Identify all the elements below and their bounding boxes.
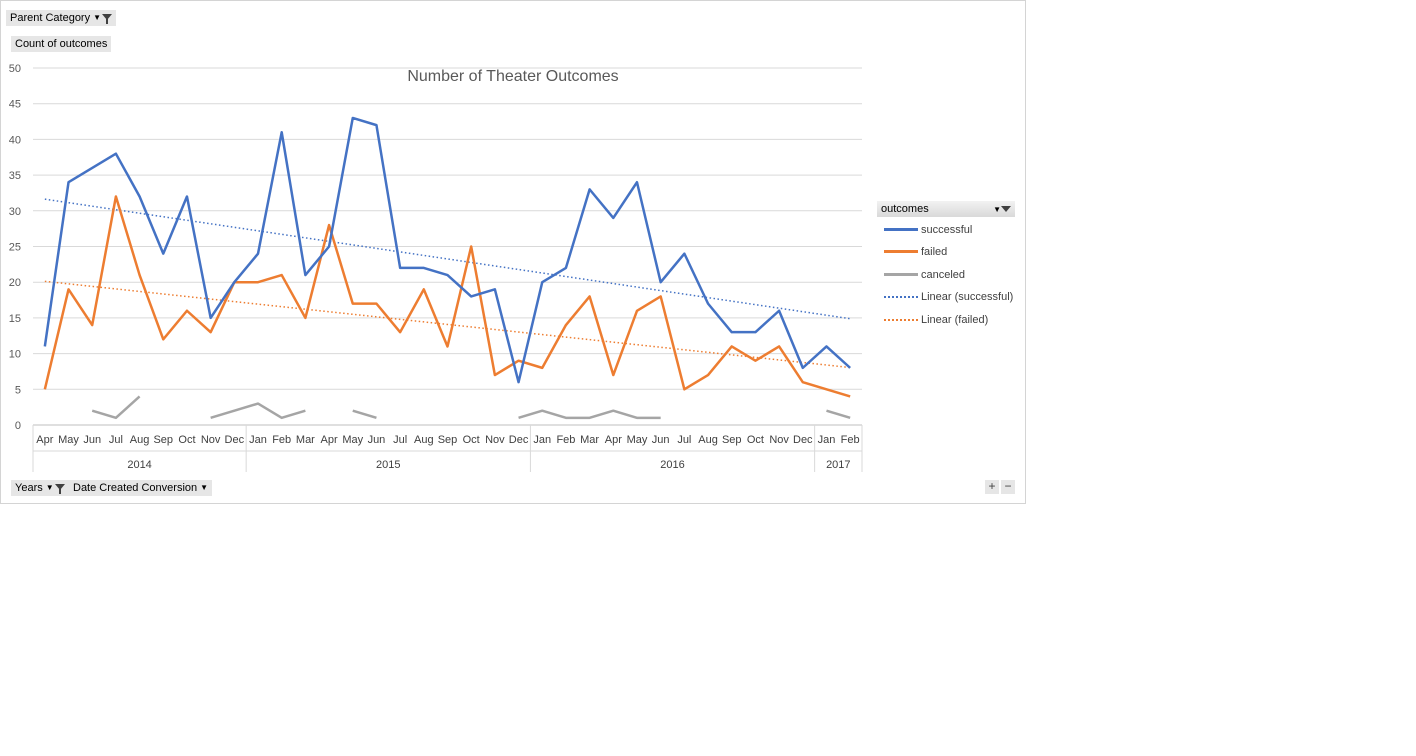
line-chart: Number of Theater Outcomes 0 5 10 15 20 25 30 3… [9, 63, 863, 472]
legend-swatch-linear-successful [884, 296, 918, 298]
x-tick-label: Feb [272, 434, 291, 446]
dropdown-arrow-icon: ▼ [93, 13, 102, 23]
year-group-label: 2016 [660, 459, 684, 471]
x-tick-label: Sep [438, 434, 458, 446]
y-tick-label: 45 [9, 99, 21, 111]
legend-swatch-successful [884, 228, 918, 231]
x-tick-label: Aug [414, 434, 434, 446]
filter-funnel-icon [54, 484, 65, 495]
plus-icon: + [988, 479, 996, 493]
x-tick-label: Feb [556, 434, 575, 446]
x-tick-label: Apr [605, 434, 622, 446]
y-tick-label: 15 [9, 313, 21, 325]
y-tick-label: 40 [9, 134, 21, 146]
x-tick-label: Jul [677, 434, 691, 446]
date-field-label: Date Created Conversion [73, 482, 198, 494]
x-tick-label: Jul [109, 434, 123, 446]
trendline-successful [44, 198, 851, 320]
x-tick-label: Mar [580, 434, 599, 446]
y-tick-label: 35 [9, 170, 21, 182]
x-tick-label: Sep [153, 434, 173, 446]
x-tick-label: Jan [818, 434, 836, 446]
x-tick-label: Mar [296, 434, 315, 446]
x-tick-label: Nov [769, 434, 789, 446]
collapse-field-button[interactable]: − [1001, 480, 1015, 494]
value-field-label: Count of outcomes [15, 38, 108, 50]
x-tick-label: Jun [368, 434, 386, 446]
x-tick-label: Aug [698, 434, 718, 446]
x-tick-label: Feb [841, 434, 860, 446]
parent-category-filter-button[interactable]: Parent Category ▼ [6, 10, 117, 26]
legend-label-canceled: canceled [921, 269, 966, 281]
series-line-failed [43, 195, 851, 398]
y-tick-label: 50 [9, 63, 21, 75]
series-line-canceled [210, 402, 306, 420]
x-tick-label: Oct [463, 434, 480, 446]
x-tick-label: Oct [178, 434, 195, 446]
x-tick-label: Apr [36, 434, 53, 446]
dropdown-arrow-icon: ▼ [200, 483, 209, 493]
chart-title: Number of Theater Outcomes [407, 68, 618, 85]
x-tick-label: Aug [130, 434, 150, 446]
year-group-label: 2017 [826, 459, 850, 471]
series-line-canceled [826, 409, 851, 420]
x-tick-label: Dec [509, 434, 529, 446]
pivot-chart-frame [0, 0, 1026, 504]
legend-swatch-canceled [884, 273, 918, 276]
dropdown-arrow-icon: ▼ [993, 205, 1001, 214]
legend-label-successful: successful [921, 224, 973, 236]
y-tick-label: 25 [9, 242, 21, 254]
x-tick-label: Jul [393, 434, 407, 446]
year-group-label: 2015 [376, 459, 400, 471]
legend-filter-icons: ▼ [993, 201, 1011, 218]
legend-label-linear-failed: Linear (failed) [921, 314, 989, 326]
legend-swatch-failed [884, 250, 918, 253]
x-tick-label: Jan [533, 434, 551, 446]
series-line-successful [43, 116, 851, 384]
x-tick-label: Jan [249, 434, 267, 446]
x-tick-label: May [58, 434, 79, 446]
x-tick-label: Sep [722, 434, 742, 446]
x-tick-label: Nov [201, 434, 221, 446]
expand-field-button[interactable]: + [985, 480, 999, 494]
series-line-canceled [352, 409, 377, 420]
series-line-canceled [91, 395, 141, 420]
x-tick-label: May [342, 434, 363, 446]
y-tick-label: 5 [15, 384, 21, 396]
legend-label-linear-successful: Linear (successful) [921, 291, 1014, 303]
x-tick-label: Oct [747, 434, 764, 446]
legend-label-failed: failed [921, 246, 948, 258]
filter-funnel-icon [102, 14, 113, 25]
outcomes-legend-filter-button[interactable]: outcomes ▼ [877, 201, 1015, 217]
x-tick-label: May [627, 434, 648, 446]
date-field-button[interactable]: Date Created Conversion ▼ [69, 480, 213, 496]
y-tick-label: 10 [9, 349, 21, 361]
x-tick-label: Dec [225, 434, 245, 446]
year-group-label: 2014 [127, 459, 151, 471]
legend-swatch-linear-failed [884, 319, 918, 321]
y-tick-label: 20 [9, 277, 21, 289]
x-tick-label: Apr [321, 434, 338, 446]
x-tick-label: Jun [83, 434, 101, 446]
years-filter-button[interactable]: Years ▼ [11, 480, 69, 496]
x-tick-label: Nov [485, 434, 505, 446]
series-line-canceled [518, 409, 661, 420]
legend-field-label: outcomes [881, 203, 929, 215]
parent-category-filter-label: Parent Category [10, 12, 91, 24]
minus-icon: − [1004, 479, 1012, 493]
value-field-button[interactable]: Count of outcomes [11, 36, 112, 52]
dropdown-arrow-icon: ▼ [45, 483, 54, 493]
trendline-failed [44, 280, 851, 369]
years-filter-label: Years [15, 482, 43, 494]
x-tick-label: Jun [652, 434, 670, 446]
y-tick-label: 30 [9, 206, 21, 218]
y-tick-label: 0 [15, 420, 21, 432]
x-tick-label: Dec [793, 434, 813, 446]
filter-funnel-icon [1001, 206, 1011, 213]
